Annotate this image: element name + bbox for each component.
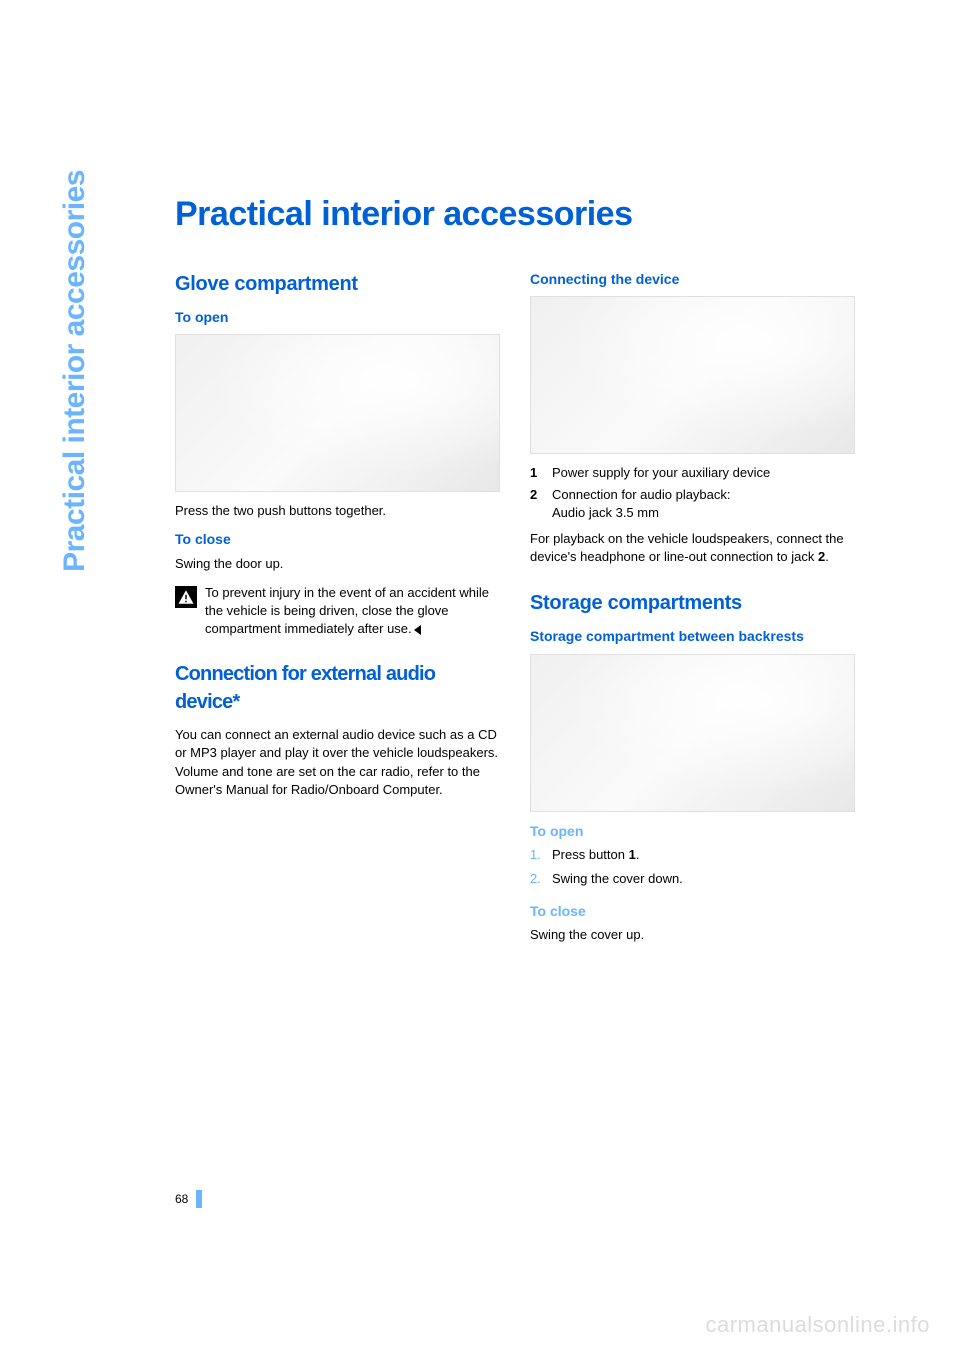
sub-storage: Storage compartment between backrests	[530, 627, 855, 647]
heading-audio: Connection for external audio device*	[175, 660, 500, 716]
page-number: 68	[175, 1192, 188, 1206]
footer-bar-icon	[196, 1190, 202, 1208]
right-column: Connecting the device 1 Power supply for…	[530, 270, 855, 966]
content-area: Practical interior accessories Glove com…	[175, 195, 855, 966]
page-title: Practical interior accessories	[175, 195, 855, 234]
warning-block: To prevent injury in the event of an acc…	[175, 584, 500, 639]
side-tab-text: Practical interior accessories	[58, 170, 92, 572]
legend-key-2: 2	[530, 486, 552, 522]
step-1-num: 1.	[530, 846, 552, 864]
legend-row-2: 2 Connection for audio playback: Audio j…	[530, 486, 855, 522]
legend-val-2: Connection for audio playback: Audio jac…	[552, 486, 855, 522]
text-audio: You can connect an external audio device…	[175, 726, 500, 799]
legend-val-2a: Connection for audio playback:	[552, 487, 731, 502]
heading-glove: Glove compartment	[175, 270, 500, 298]
step-2-num: 2.	[530, 870, 552, 888]
label-to-close: To close	[175, 530, 500, 550]
label-storage-open: To open	[530, 822, 855, 842]
text-storage-close: Swing the cover up.	[530, 926, 855, 944]
text-glove-close: Swing the door up.	[175, 555, 500, 573]
step-1: 1. Press button 1.	[530, 846, 855, 864]
end-marker-icon	[414, 625, 421, 635]
page: Practical interior accessories Practical…	[0, 0, 960, 1358]
legend-key-1: 1	[530, 464, 552, 482]
warning-icon	[175, 586, 197, 608]
legend-val-2b: Audio jack 3.5 mm	[552, 505, 659, 520]
section-connecting: Connecting the device 1 Power supply for…	[530, 270, 855, 567]
step-2: 2. Swing the cover down.	[530, 870, 855, 888]
left-column: Glove compartment To open Press the two …	[175, 270, 500, 966]
section-glove: Glove compartment To open Press the two …	[175, 270, 500, 638]
step-2-pre: Swing the cover down.	[552, 871, 683, 886]
steps-open: 1. Press button 1. 2. Swing the cover do…	[530, 846, 855, 888]
label-to-open: To open	[175, 308, 500, 328]
figure-glove-open	[175, 334, 500, 492]
section-storage: Storage compartments Storage compartment…	[530, 589, 855, 944]
heading-connecting: Connecting the device	[530, 270, 855, 290]
step-2-txt: Swing the cover down.	[552, 870, 855, 888]
legend-row-1: 1 Power supply for your auxiliary device	[530, 464, 855, 482]
warning-body: To prevent injury in the event of an acc…	[205, 585, 489, 636]
side-tab-title: Practical interior accessories	[58, 0, 92, 170]
legend-val-1: Power supply for your auxiliary device	[552, 464, 855, 482]
columns: Glove compartment To open Press the two …	[175, 270, 855, 966]
figure-connecting	[530, 296, 855, 454]
label-storage-close: To close	[530, 902, 855, 922]
step-1-bold: 1	[629, 847, 636, 862]
step-1-txt: Press button 1.	[552, 846, 855, 864]
page-footer: 68	[175, 1190, 202, 1208]
text-playback-pre: For playback on the vehicle loudspeakers…	[530, 531, 844, 564]
text-glove-open: Press the two push buttons together.	[175, 502, 500, 520]
section-audio: Connection for external audio device* Yo…	[175, 660, 500, 799]
figure-storage	[530, 654, 855, 812]
step-1-post: .	[636, 847, 640, 862]
step-1-pre: Press button	[552, 847, 629, 862]
heading-storage: Storage compartments	[530, 589, 855, 617]
text-playback-post: .	[825, 549, 829, 564]
text-playback: For playback on the vehicle loudspeakers…	[530, 530, 855, 566]
warning-text: To prevent injury in the event of an acc…	[205, 584, 500, 639]
watermark: carmanualsonline.info	[705, 1312, 930, 1338]
